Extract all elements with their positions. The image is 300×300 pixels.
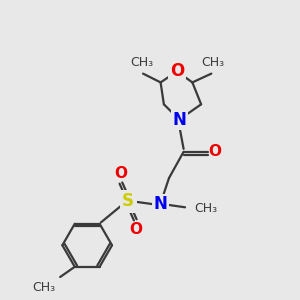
Text: O: O xyxy=(208,144,221,159)
Text: O: O xyxy=(129,222,142,237)
Text: CH₃: CH₃ xyxy=(33,281,56,294)
Text: N: N xyxy=(172,111,186,129)
Text: CH₃: CH₃ xyxy=(194,202,217,215)
Text: S: S xyxy=(122,192,134,210)
Text: CH₃: CH₃ xyxy=(130,56,153,69)
Text: CH₃: CH₃ xyxy=(201,56,224,69)
Text: O: O xyxy=(170,62,184,80)
Text: O: O xyxy=(114,166,127,181)
Text: N: N xyxy=(153,195,167,213)
